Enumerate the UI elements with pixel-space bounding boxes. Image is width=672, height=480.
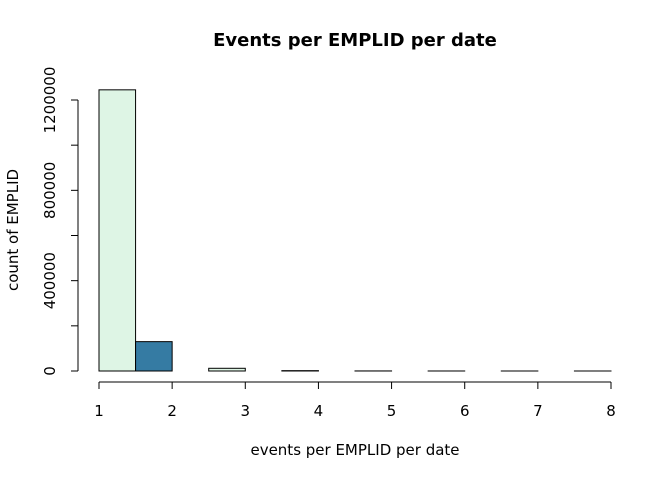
x-axis: 1 2 3 4 5 6 7 8 bbox=[94, 381, 616, 420]
x-tick-label: 3 bbox=[241, 402, 251, 420]
y-tick-label: 400000 bbox=[41, 252, 59, 309]
x-tick-label: 8 bbox=[606, 402, 616, 420]
chart-title: Events per EMPLID per date bbox=[213, 30, 497, 51]
x-tick-label: 5 bbox=[387, 402, 397, 420]
x-tick-label: 1 bbox=[94, 402, 104, 420]
x-tick-label: 2 bbox=[167, 402, 177, 420]
x-axis-label: events per EMPLID per date bbox=[250, 441, 459, 459]
x-tick-label: 4 bbox=[314, 402, 324, 420]
histogram-bar-3 bbox=[208, 367, 246, 372]
x-tick-label: 6 bbox=[460, 402, 470, 420]
histogram-bar-1 bbox=[135, 341, 173, 372]
histogram-bar-0 bbox=[98, 89, 137, 372]
y-tick-label: 1200000 bbox=[41, 67, 59, 134]
y-axis-label: count of EMPLID bbox=[4, 169, 22, 291]
bars-group bbox=[98, 89, 612, 372]
x-tick-label: 7 bbox=[533, 402, 543, 420]
y-axis: 0 400000 800000 1200000 bbox=[41, 67, 79, 376]
y-tick-label: 800000 bbox=[41, 162, 59, 219]
y-tick-label: 0 bbox=[41, 366, 59, 376]
